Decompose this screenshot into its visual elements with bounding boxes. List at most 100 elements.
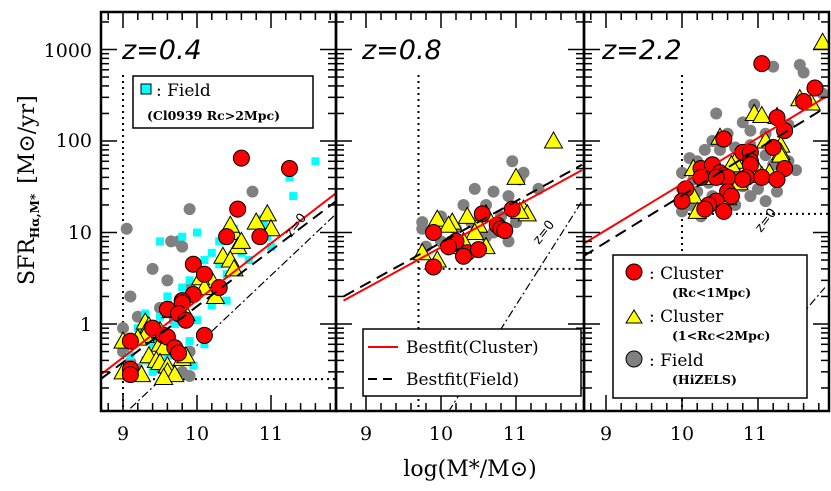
legend-samples: : Cluster (Rc<1Mpc) : Cluster (1<Rc<2Mpc…: [612, 254, 808, 399]
data-point: [185, 276, 194, 285]
data-point: [215, 260, 224, 269]
legend-field-hizels-sub: (HiZELS): [672, 372, 737, 387]
data-point: [200, 340, 209, 349]
x-tick-11-p1: 11: [259, 423, 283, 445]
legend-field-cl0939: : Field (Cl0939 Rc>2Mpc): [132, 75, 314, 129]
x-tick-9-p2: 9: [360, 423, 372, 445]
data-point: [696, 200, 714, 218]
data-point: [470, 241, 487, 259]
y-label-unit: [M⊙/yr]: [15, 95, 40, 183]
data-point: [468, 182, 481, 195]
data-point: [126, 351, 135, 360]
red-circle-icon: [625, 263, 643, 281]
data-point: [231, 231, 252, 249]
data-point: [506, 155, 519, 168]
data-point: [161, 274, 174, 287]
data-point: [229, 200, 247, 218]
data-point: [215, 237, 224, 246]
legend-bestfit-field: Bestfit(Field): [406, 370, 519, 390]
data-point: [183, 203, 196, 216]
data-point: [156, 237, 164, 246]
y-label-sub: Hα,M*: [28, 193, 42, 238]
data-point: [117, 322, 129, 335]
data-point: [183, 370, 196, 383]
data-point: [734, 170, 752, 188]
data-point: [178, 232, 187, 241]
data-point: [751, 105, 772, 123]
panel-title-z04: z=0.4: [121, 35, 202, 66]
data-point: [496, 222, 514, 240]
y-axis-label: SFRHα,M* [M⊙/yr]: [15, 95, 42, 285]
svg-text:: Cluster: : Cluster: [649, 264, 724, 284]
data-point: [120, 222, 133, 235]
data-point: [176, 240, 189, 253]
data-point: [744, 190, 757, 203]
data-point: [502, 190, 515, 203]
data-point: [170, 344, 187, 362]
y-label-main: SFR: [15, 237, 40, 285]
legend-cluster-outskirts: Cluster: [660, 307, 724, 327]
data-point: [193, 316, 201, 325]
z0-relation-line: [448, 200, 583, 411]
data-point: [425, 224, 442, 241]
z0-label: z=0: [530, 218, 558, 248]
yellow-triangle-icon: [625, 309, 643, 324]
data-point: [715, 130, 733, 148]
y-tick-1: 1: [80, 314, 92, 336]
data-point: [195, 326, 213, 344]
x-tick-10-p2: 10: [429, 423, 453, 445]
data-point: [764, 138, 782, 156]
data-point: [744, 124, 757, 137]
legend-cluster-core-sub: (Rc<1Mpc): [672, 285, 751, 300]
data-point: [707, 168, 725, 186]
data-point: [722, 187, 740, 205]
data-point: [193, 228, 201, 237]
series-cluster-rc-1mpc-: [121, 149, 298, 384]
data-point: [311, 157, 320, 166]
data-point: [790, 164, 802, 177]
data-point: [267, 242, 275, 251]
data-point: [759, 195, 772, 208]
bestfit-cluster-line: [101, 192, 336, 376]
data-point: [715, 202, 733, 220]
data-point: [455, 247, 472, 265]
x-tick-labels: 9 10 11 9 10 11 9 10 11: [117, 423, 767, 445]
x-tick-10-p1: 10: [185, 423, 209, 445]
data-point: [710, 107, 723, 120]
svg-text:: Field: : Field: [649, 351, 704, 371]
data-point: [124, 290, 137, 303]
panel-title-z22: z=2.2: [601, 35, 682, 66]
data-point: [797, 66, 810, 79]
data-point: [753, 55, 771, 73]
svg-text:SFRHα,M*[M⊙/yr]: SFRHα,M* [M⊙/yr]: [15, 95, 42, 285]
bestfit-field-line: [584, 107, 826, 257]
x-tick-10-p3: 10: [670, 423, 694, 445]
data-point: [251, 228, 269, 246]
data-point: [698, 143, 711, 156]
legend-field-hizels: Field: [660, 351, 704, 371]
panel-title-z08: z=0.8: [361, 35, 442, 66]
data-point: [121, 366, 139, 384]
data-point: [195, 265, 213, 283]
data-point: [163, 292, 172, 301]
svg-text:: Field: : Field: [156, 81, 211, 101]
x-tick-11-p2: 11: [503, 423, 527, 445]
data-point: [285, 173, 294, 182]
data-point: [121, 332, 139, 350]
z0-label: z=0: [752, 206, 780, 236]
legend-field-label: Field: [167, 81, 211, 101]
data-point: [146, 262, 159, 275]
plot-area: [343, 75, 584, 411]
data-point: [257, 203, 278, 222]
y-tick-100: 100: [56, 130, 92, 152]
bestfit-field-line: [101, 200, 336, 380]
legend-cluster-outskirts-sub: (1<Rc<2Mpc): [672, 328, 770, 343]
legend-bestfit-cluster: Bestfit(Cluster): [406, 338, 539, 358]
data-point: [164, 364, 185, 383]
z0-relation-line: [129, 213, 336, 409]
data-point: [153, 367, 174, 386]
data-point: [178, 283, 187, 292]
data-point: [170, 320, 179, 328]
